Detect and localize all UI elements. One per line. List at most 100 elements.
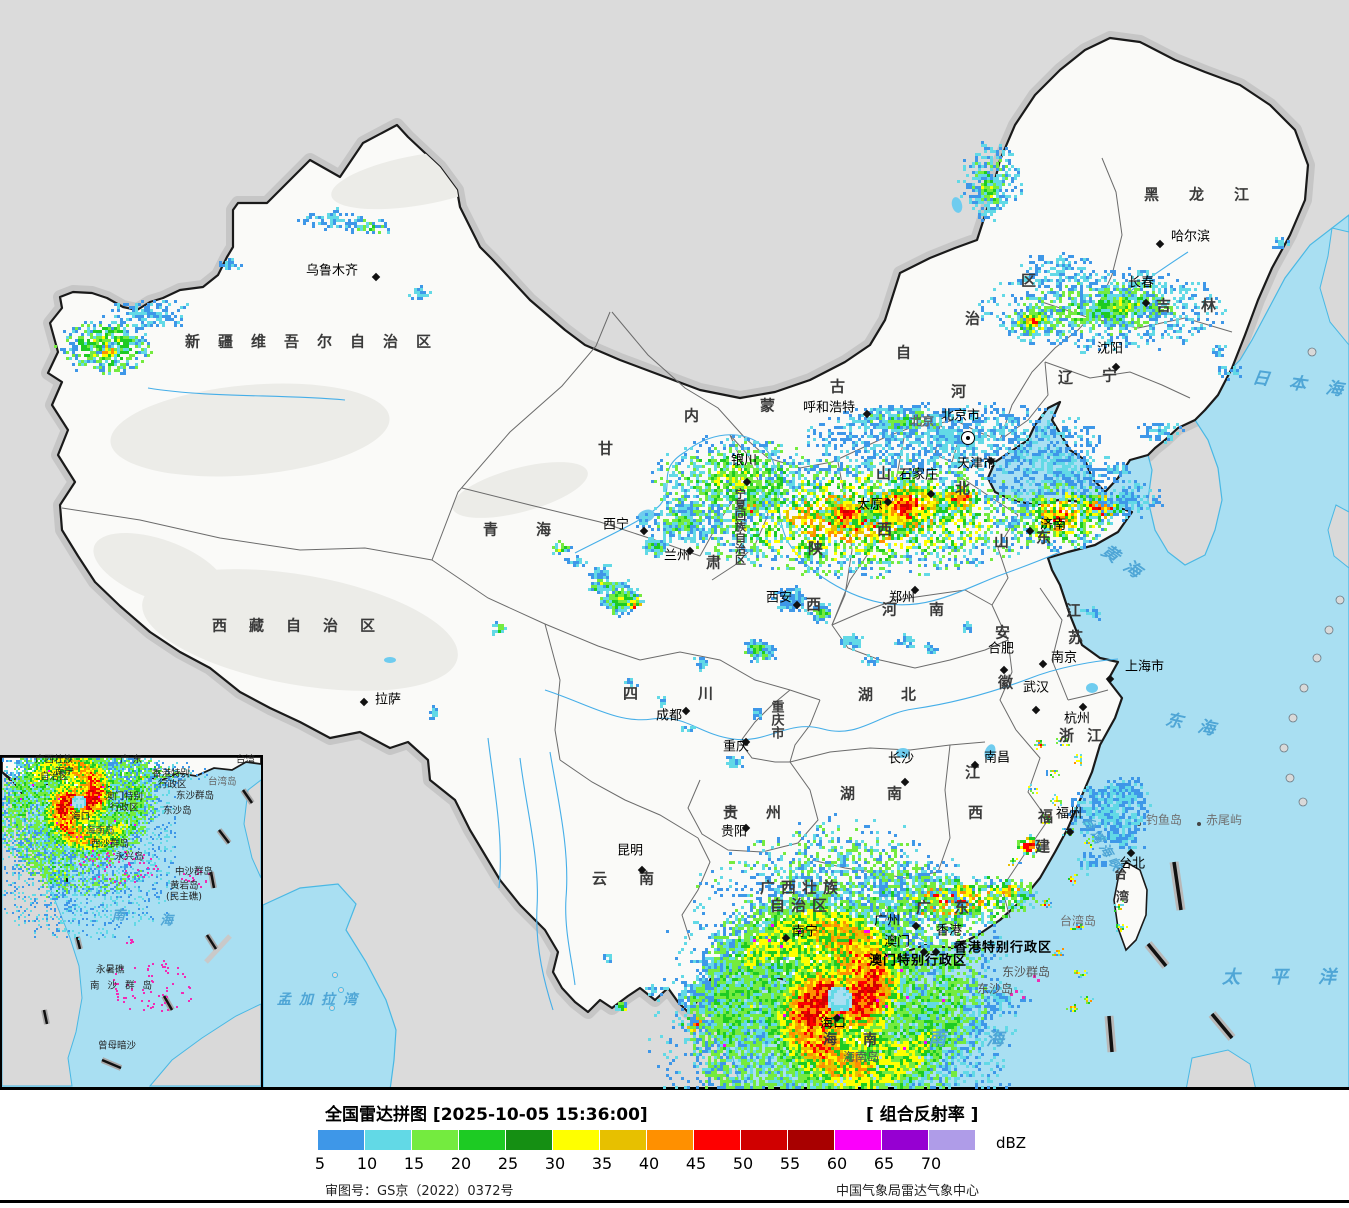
- colorbar-cell-50: [741, 1130, 787, 1150]
- province-label: 甘: [598, 439, 614, 458]
- map-title: 全国雷达拼图 [2025-10-05 15:36:00]: [325, 1105, 648, 1125]
- province-label: 区: [1021, 271, 1037, 290]
- province-label: 广: [916, 898, 932, 917]
- colorbar-cell-35: [600, 1130, 646, 1150]
- city-marker: [1155, 239, 1165, 249]
- city-marker: [862, 409, 872, 419]
- inset-label: 行政区: [158, 779, 187, 791]
- province-label: 徽: [998, 673, 1014, 692]
- city-marker: [792, 600, 802, 610]
- dbz-tick: 55: [779, 1154, 801, 1173]
- city-label: 南京: [1051, 650, 1078, 666]
- province-label: 西: [968, 803, 984, 822]
- colorbar-cell-55: [788, 1130, 834, 1150]
- sea-label: 太平洋: [1222, 967, 1336, 988]
- inset-label: 澳门特别: [105, 791, 144, 803]
- inset-label: 广西壮族: [35, 754, 74, 766]
- province-label: 西: [877, 520, 893, 539]
- island-label: 东沙群岛: [1002, 965, 1051, 979]
- province-label: 陕: [808, 539, 824, 558]
- city-marker: [1065, 827, 1075, 837]
- inset-label: (民主礁): [166, 891, 202, 903]
- province-label: 浙: [1059, 726, 1075, 745]
- province-label: 香港特别行政区: [954, 940, 1053, 956]
- inset-label: 曾母暗沙: [98, 1040, 137, 1052]
- province-label: 肃: [706, 553, 722, 572]
- dbz-tick: 65: [873, 1154, 895, 1173]
- inset-label: 中沙群岛: [175, 866, 214, 878]
- dbz-tick: 35: [591, 1154, 613, 1173]
- sea-label: 台湾海峡: [1078, 813, 1126, 877]
- city-label: 合肥: [988, 641, 1015, 657]
- city-label: 沈阳: [1097, 341, 1124, 357]
- colorbar-cell-15: [412, 1130, 458, 1150]
- sea-label: 日本海: [1251, 367, 1349, 404]
- city-label: 西安: [766, 590, 793, 606]
- inset-label: 永兴岛: [115, 851, 144, 863]
- inset-label: 南沙群岛: [90, 980, 161, 992]
- city-label: 长沙: [888, 751, 915, 767]
- city-marker: [1025, 526, 1035, 536]
- province-label: 南: [863, 1032, 877, 1048]
- province-label: 新疆维吾尔自治区: [185, 332, 450, 351]
- city-label: 上海市: [1125, 659, 1165, 675]
- agency-name: 中国气象局雷达气象中心: [836, 1184, 980, 1199]
- radar-echo-layer: [0, 0, 1349, 1090]
- dbz-tick: 10: [356, 1154, 378, 1173]
- sea-label: 孟加拉湾: [277, 992, 365, 1008]
- colorbar-cell-70: [929, 1130, 975, 1150]
- city-marker: [1141, 298, 1151, 308]
- province-label: 北: [901, 685, 917, 704]
- inset-label: 台湾: [236, 754, 256, 766]
- city-label: 太原: [857, 497, 884, 513]
- province-label: 西: [806, 595, 822, 614]
- province-label: 北: [955, 479, 971, 498]
- city-label: 重庆: [723, 739, 750, 755]
- colorbar-cell-65: [882, 1130, 928, 1150]
- province-label: 湖: [858, 685, 874, 704]
- inset-label: 南: [112, 908, 126, 924]
- inset-label: 香港特别: [152, 768, 191, 780]
- dbz-tick: 30: [544, 1154, 566, 1173]
- city-marker: [639, 526, 649, 536]
- city-label: 杭州: [1064, 711, 1091, 727]
- province-label: 黑龙江: [1144, 185, 1280, 204]
- province-label: 东: [1036, 528, 1052, 547]
- sea-label: 东海: [1163, 709, 1233, 744]
- city-label: 郑州: [889, 590, 916, 606]
- province-label: 河: [951, 382, 967, 401]
- dbz-tick: 50: [732, 1154, 754, 1173]
- province-label: 西藏自治区: [212, 616, 398, 635]
- city-marker: [742, 477, 752, 487]
- city-marker: [883, 497, 893, 507]
- dbz-tick: 60: [826, 1154, 848, 1173]
- colorbar-cell-5: [318, 1130, 364, 1150]
- province-label: 苏: [1068, 628, 1084, 647]
- province-label: 河: [882, 600, 898, 619]
- province-label: 蒙: [760, 396, 776, 415]
- colorbar-cell-60: [835, 1130, 881, 1150]
- inset-label: 西沙群岛: [91, 838, 130, 850]
- colorbar-cell-25: [506, 1130, 552, 1150]
- city-label: 银川: [731, 453, 758, 469]
- province-label: 海: [823, 1032, 837, 1048]
- province-label: 林: [1201, 296, 1217, 315]
- province-label: 南: [887, 784, 903, 803]
- map-approval-number: 审图号：GS京（2022）0372号: [325, 1184, 514, 1199]
- inset-label: 海南岛: [86, 825, 115, 837]
- city-label: 广州: [874, 913, 901, 929]
- city-marker: [359, 697, 369, 707]
- province-label: 南: [929, 600, 945, 619]
- city-label: 西宁: [603, 517, 630, 533]
- inset-label: 黄岩岛: [170, 880, 199, 892]
- inset-label: 南宁: [55, 766, 75, 778]
- island-label: 台湾岛: [1060, 914, 1097, 928]
- inset-label: 自治区: [40, 771, 69, 783]
- province-label: 安: [995, 623, 1011, 642]
- dbz-tick: 45: [685, 1154, 707, 1173]
- province-label: 四: [623, 684, 639, 703]
- dbz-tick: 25: [497, 1154, 519, 1173]
- colorbar-cell-45: [694, 1130, 740, 1150]
- dbz-unit-label: dBZ: [996, 1134, 1027, 1152]
